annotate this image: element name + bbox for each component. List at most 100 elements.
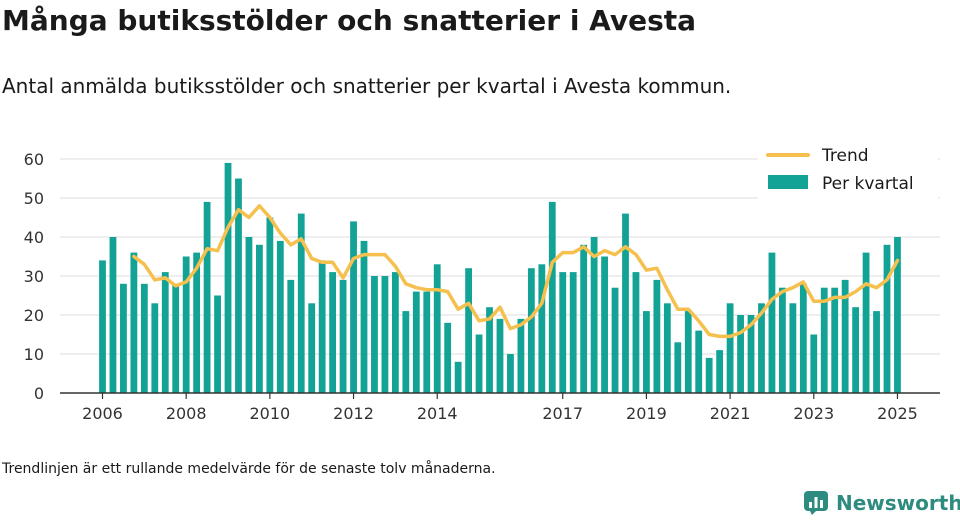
- bar: [214, 295, 221, 393]
- bar: [329, 272, 337, 393]
- bar: [266, 217, 274, 393]
- bar: [360, 240, 368, 393]
- legend-bar-label: Per kvartal: [822, 174, 914, 194]
- y-tick-label: 10: [24, 345, 44, 364]
- trend-line: [132, 204, 900, 339]
- bar: [391, 272, 399, 393]
- bar: [287, 279, 295, 393]
- bar: [381, 276, 389, 393]
- footnote: Trendlinjen är ett rullande medelvärde f…: [2, 461, 496, 477]
- bar: [831, 287, 839, 393]
- bar: [580, 244, 588, 393]
- bar: [527, 268, 535, 393]
- bar: [611, 287, 619, 393]
- bar: [130, 252, 138, 393]
- legend-bar-swatch: [768, 175, 808, 189]
- legend: Trend Per kvartal: [758, 142, 938, 200]
- bar: [632, 272, 640, 393]
- bar: [507, 354, 514, 393]
- y-tick-label: 30: [24, 267, 44, 286]
- y-tick-label: 0: [34, 384, 44, 403]
- bar: [99, 260, 106, 393]
- bar: [412, 291, 420, 393]
- bar: [820, 287, 828, 393]
- bar: [182, 256, 190, 393]
- bar: [517, 318, 525, 393]
- bar: [737, 315, 744, 393]
- brand-name: Newsworthy: [836, 491, 960, 515]
- bar: [245, 237, 253, 393]
- bar: [559, 272, 567, 393]
- bar: [590, 237, 598, 393]
- bar: [695, 330, 703, 393]
- bar: [120, 283, 127, 393]
- bar: [768, 252, 776, 393]
- bar: [622, 213, 629, 393]
- bar: [161, 272, 169, 393]
- x-tick-label: 2019: [626, 404, 667, 423]
- bar: [726, 303, 734, 393]
- x-tick-label: 2014: [417, 404, 458, 423]
- bar: [308, 303, 316, 393]
- x-tick-label: 2023: [793, 404, 834, 423]
- legend-background: [758, 142, 938, 200]
- x-tick-label: 2025: [877, 404, 918, 423]
- bar: [402, 311, 410, 393]
- bar: [423, 291, 431, 393]
- bar: [297, 213, 305, 393]
- bar: [109, 237, 117, 393]
- y-tick-label: 60: [24, 150, 44, 169]
- bar: [894, 237, 901, 393]
- bar: [674, 342, 682, 393]
- bar: [203, 201, 211, 393]
- bar: [653, 279, 661, 393]
- bar: [862, 252, 870, 393]
- bar: [779, 287, 786, 393]
- chart-subtitle: Antal anmälda butiksstölder och snatteri…: [2, 74, 732, 98]
- brand-logo[interactable]: Newsworthy: [804, 488, 960, 518]
- bar: [747, 315, 755, 393]
- chart-logo-icon: [804, 491, 828, 515]
- bar: [465, 268, 472, 393]
- x-tick-label: 2021: [710, 404, 751, 423]
- bar: [705, 357, 713, 393]
- y-tick-label: 20: [24, 306, 44, 325]
- bar: [444, 322, 452, 393]
- bar: [486, 307, 493, 393]
- bar: [235, 178, 242, 393]
- x-tick-label: 2008: [166, 404, 207, 423]
- bar: [789, 303, 797, 393]
- bar: [799, 283, 807, 393]
- bar: [454, 361, 462, 393]
- bar: [475, 334, 483, 393]
- bar: [548, 201, 556, 393]
- x-axis-ticks: 2006 2008 2010 2012 2014 2017 2019 2021 2023 2025: [82, 393, 918, 423]
- x-tick-label: 2006: [82, 404, 123, 423]
- bar: [433, 264, 441, 393]
- x-tick-label: 2012: [333, 404, 374, 423]
- bar: [256, 244, 263, 393]
- bar: [172, 283, 180, 393]
- chart-title: Många butiksstölder och snatterier i Ave…: [2, 4, 697, 37]
- bars-per-kvartal: [99, 162, 901, 393]
- bar: [852, 307, 860, 393]
- bar: [716, 350, 724, 393]
- bar: [193, 252, 201, 393]
- y-axis-labels: 0 10 20 30 40 50 60: [24, 150, 44, 403]
- bar: [873, 311, 880, 393]
- bar: [569, 272, 577, 393]
- bar: [276, 240, 284, 393]
- bar: [371, 276, 378, 393]
- bar: [663, 303, 671, 393]
- bar: [350, 221, 357, 393]
- bar: [538, 264, 546, 393]
- x-tick-label: 2010: [250, 404, 291, 423]
- bar: [883, 244, 891, 393]
- y-tick-label: 50: [24, 189, 44, 208]
- bar: [224, 162, 232, 393]
- bar: [140, 283, 148, 393]
- bar: [643, 311, 650, 393]
- y-tick-label: 40: [24, 228, 44, 247]
- bar: [318, 260, 326, 393]
